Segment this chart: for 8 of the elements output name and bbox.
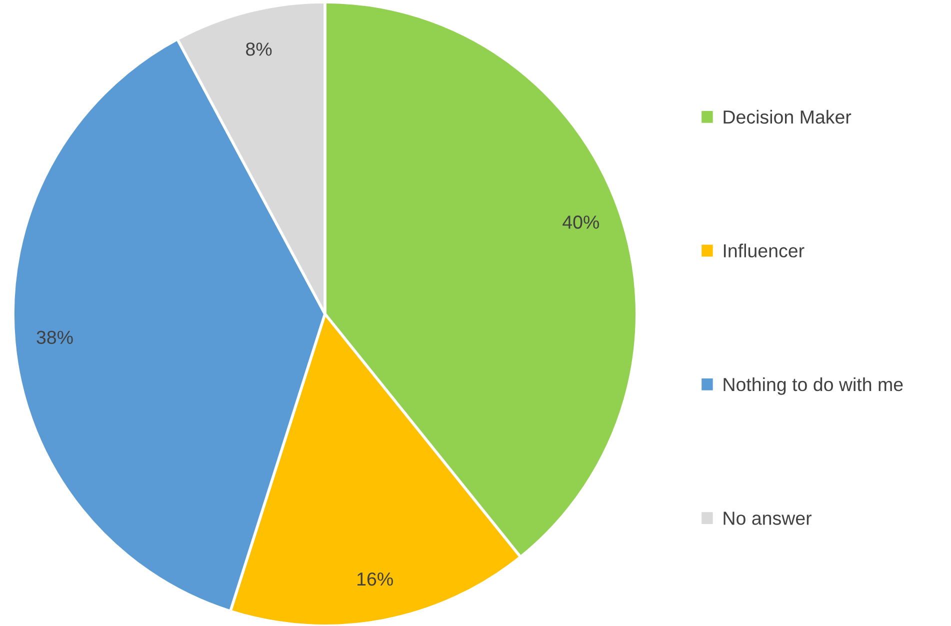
data-label: 40% <box>562 216 600 229</box>
data-label: 8% <box>246 42 272 56</box>
legend-label: No answer <box>724 512 812 525</box>
data-label: 16% <box>357 572 393 586</box>
legend-label: Influencer <box>724 244 804 258</box>
data-label: 38% <box>36 330 73 344</box>
legend-label: Decision Maker <box>724 110 852 124</box>
legend-label: Nothing to do with me <box>724 377 903 395</box>
